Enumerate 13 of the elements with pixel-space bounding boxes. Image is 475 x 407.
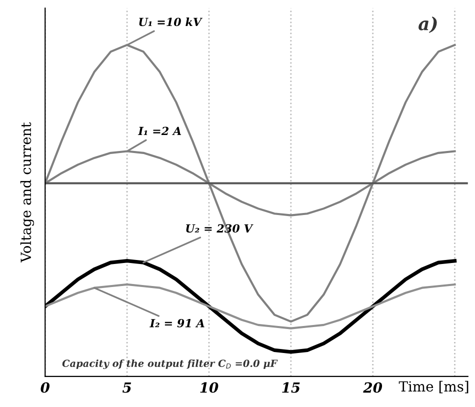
series-label: I₂ = 91 A	[150, 318, 204, 328]
series-label: U₁ =10 kV	[139, 18, 202, 26]
x-tick-label: 10	[200, 382, 218, 393]
text: U₂ = 230 V	[186, 224, 254, 233]
text: Capacity of the output filter C$_{D}$ =0.0 μF	[62, 359, 278, 370]
x-axis-title: Time [ms]	[398, 380, 468, 394]
x-tick-label: 0	[40, 382, 50, 393]
x-tick-label: 5	[122, 382, 132, 393]
x-tick-label: 20	[363, 382, 382, 393]
x-tick-label: 15	[282, 382, 300, 393]
text: a)	[418, 16, 437, 33]
series-label: I₁ =2 A	[138, 126, 182, 136]
y-axis-title: Voltage and current	[20, 122, 34, 263]
